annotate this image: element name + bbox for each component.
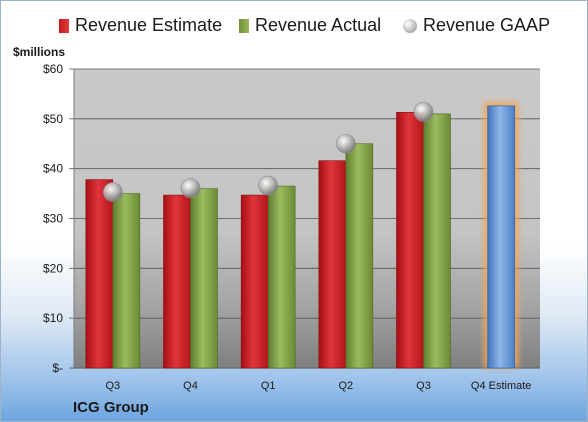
bar-actual: [345, 143, 374, 369]
gaap-marker: [258, 175, 278, 196]
y-tick-label: $10: [43, 311, 63, 325]
legend-item-gaap: Revenue GAAP: [403, 15, 550, 36]
legend-label-gaap: Revenue GAAP: [423, 15, 551, 35]
bar-actual: [112, 193, 141, 369]
legend-swatch-actual: [239, 18, 249, 33]
x-tick-label: Q2: [338, 380, 353, 392]
y-tick-label: $-: [52, 361, 63, 375]
y-tick-label: $50: [43, 112, 63, 126]
legend-label-actual: Revenue Actual: [255, 15, 382, 35]
gaap-marker: [336, 133, 356, 154]
x-tick-label: Q3: [416, 380, 431, 392]
legend-swatch-estimate: [59, 18, 69, 33]
legend-label-estimate: Revenue Estimate: [75, 15, 223, 35]
y-tick-label: $60: [43, 62, 63, 76]
gaap-marker: [180, 178, 201, 198]
bar-estimate: [163, 194, 191, 369]
bar-estimate: [487, 105, 515, 369]
bar-actual: [267, 185, 296, 369]
x-tick-label: Q1: [261, 380, 276, 392]
legend-swatch-gaap: [403, 18, 417, 33]
plot-area: $- $10 $20 $30 $40 $50 $60 Q3 Q4 Q1 Q2 Q3 Q4 Estimat…: [43, 62, 540, 392]
y-tick-label: $40: [43, 162, 63, 176]
chart-legend: Revenue Estimate Revenue Actual Revenue …: [1, 1, 587, 41]
x-tick-label: Q4 Estimate: [471, 380, 532, 392]
x-tick-label: Q4: [183, 380, 198, 392]
legend-item-actual: Revenue Actual: [239, 15, 381, 36]
bar-estimate: [318, 160, 347, 369]
x-tick-label: Q3: [105, 380, 120, 392]
legend-item-estimate: Revenue Estimate: [59, 15, 222, 36]
bar-actual: [423, 113, 451, 369]
bar-actual: [190, 188, 218, 369]
company-name: ICG Group: [73, 399, 149, 416]
y-axis-unit-label: $millions: [13, 45, 66, 59]
y-tick-label: $30: [43, 212, 63, 226]
y-tick-label: $20: [43, 261, 63, 275]
bar-estimate: [396, 112, 424, 369]
gaap-marker: [103, 182, 123, 202]
bar-estimate: [240, 194, 269, 369]
bar-estimate: [85, 179, 114, 369]
gaap-marker: [413, 102, 434, 122]
